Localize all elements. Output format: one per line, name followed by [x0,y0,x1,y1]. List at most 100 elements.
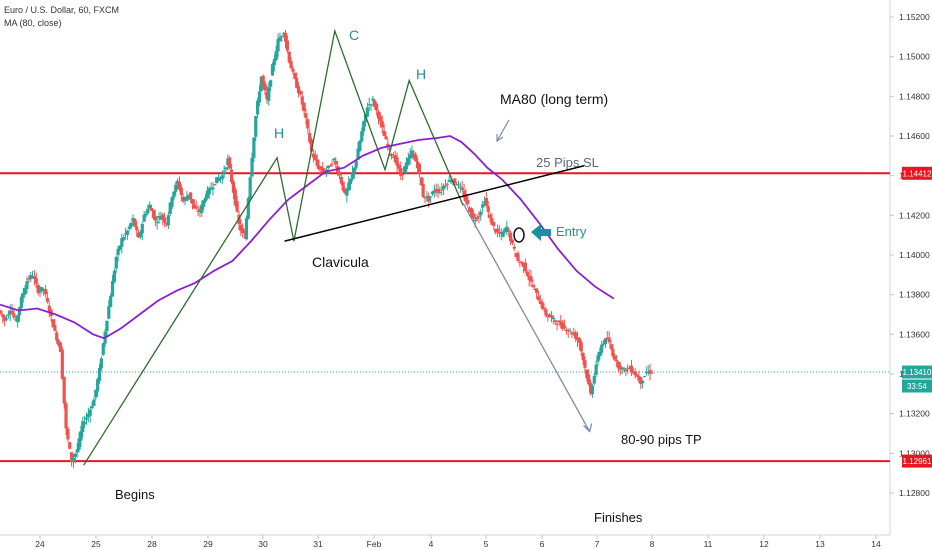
candle-body [300,96,304,105]
head-shoulders-pattern[interactable] [83,28,464,466]
candle-body [401,173,405,175]
candle-body [559,321,563,326]
candle-body [583,360,587,368]
candle-body [468,207,472,212]
candle-body [42,288,46,290]
candle-body [70,452,74,463]
candle-body [34,278,38,284]
x-tick-label: 6 [540,539,545,549]
candle-body [514,252,518,258]
candle-body [438,192,442,194]
candle-body [278,37,282,41]
candle-body [296,86,301,93]
projection-arrow[interactable] [462,203,591,432]
candle-body [620,367,624,370]
candle-body [402,166,407,173]
candle-body [650,372,654,374]
candle-body [200,204,204,214]
candle-body [324,169,329,171]
candle-body [276,39,280,52]
candle-body [1,314,5,318]
candle-body [412,153,416,157]
candle-body [233,189,237,206]
candle-body [641,380,645,384]
candle-body [616,361,621,369]
candle-body [265,91,269,100]
entry-arrow-icon [531,224,551,241]
candle-body [358,141,362,151]
candle-body [549,315,554,318]
candle-body [81,421,85,432]
candle-body [544,309,548,316]
candle-body [332,158,336,161]
candle-body [40,287,44,292]
candle-body [38,290,42,293]
candle-body [360,131,364,142]
candle-body [269,80,273,87]
candle-body [159,216,163,220]
candle-body [123,233,128,235]
candle-body [62,376,66,404]
candle-body [469,208,474,217]
candle-body [453,178,457,184]
candle-body [287,51,291,63]
candle-body [47,305,51,313]
candle-body [347,182,351,191]
candle-body [611,348,615,357]
candle-body [285,40,289,51]
candle-body [19,296,23,308]
candle-body [367,104,371,106]
candle-body [228,157,232,169]
candle-body [27,278,31,280]
candle-body [170,197,174,207]
candle-body [356,148,360,160]
x-tick-label: 29 [203,539,213,549]
candle-body [365,107,369,117]
candle-body [609,344,613,349]
entry-circle[interactable] [513,227,525,243]
neckline[interactable] [284,165,585,242]
candle-body [209,188,213,190]
annotation-label: C [349,27,359,43]
candle-body [568,330,572,332]
candle-body [427,195,431,202]
candle-body [592,375,596,384]
candle-body [29,275,33,280]
candle-body [341,181,345,191]
candle-body [45,297,50,302]
candle-body [114,257,118,269]
candle-body [118,245,122,250]
candle-body [494,229,498,233]
candle-body [464,193,468,202]
candle-body [538,300,542,304]
candle-body [648,370,652,374]
ma80-line[interactable] [0,135,615,340]
candle-body [570,332,574,335]
candle-body [484,197,488,206]
candle-body [479,212,483,216]
candle-body [386,143,390,147]
candle-body [371,98,375,101]
candle-body [51,319,55,328]
candle-body [510,240,515,244]
candle-body [546,314,550,317]
candle-body [163,217,167,223]
candle-body [445,183,449,185]
candle-body [205,190,209,198]
candle-body [535,288,539,293]
candle-body [639,377,643,385]
candle-body [259,76,263,91]
candle-body [112,270,116,282]
projection-arrowhead [583,423,593,433]
candle-body [14,319,18,321]
candle-body [471,213,475,219]
candle-body [382,130,386,136]
candle-body [600,344,604,353]
candle-body [548,314,552,318]
candle-body [222,171,226,174]
candle-body [79,431,83,441]
candle-body [166,215,170,226]
candle-body [157,216,161,218]
candle-body [434,188,438,192]
